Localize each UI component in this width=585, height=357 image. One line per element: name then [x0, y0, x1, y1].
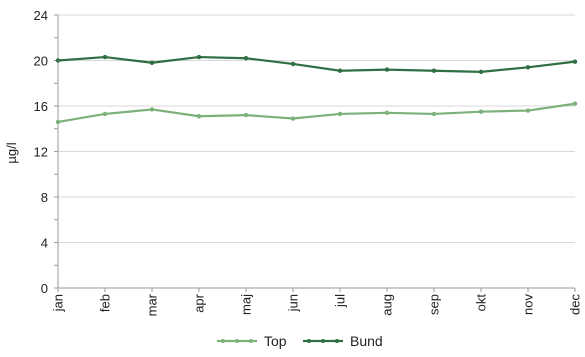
x-tick-label: sep: [427, 294, 442, 315]
legend: Top Bund: [217, 333, 383, 349]
x-tick-label: dec: [568, 294, 583, 315]
data-point: [478, 109, 484, 114]
x-tick-label: jun: [286, 294, 301, 312]
data-point: [55, 58, 61, 63]
y-tick-label: 0: [41, 281, 48, 296]
data-point: [243, 56, 249, 61]
axes: 0 4 8 12 16 20 24 jan feb mar apr maj jun jul aug sep ok…: [34, 8, 583, 316]
series-line-bund: [57, 55, 576, 73]
data-point: [196, 54, 202, 60]
data-point: [55, 119, 61, 125]
legend-marker: [307, 339, 311, 343]
data-point: [149, 60, 155, 65]
data-point: [337, 68, 343, 73]
y-tick-label: 20: [34, 54, 48, 69]
data-point: [384, 67, 390, 72]
x-tick-label: nov: [521, 294, 536, 315]
x-tick-label: aug: [380, 294, 395, 316]
x-tick-label: okt: [474, 294, 489, 312]
legend-marker: [249, 339, 253, 343]
x-tick-label: apr: [192, 293, 207, 312]
legend-label-bund: Bund: [350, 333, 383, 349]
series-lines: [55, 54, 578, 125]
data-point: [525, 65, 531, 70]
data-point: [431, 111, 437, 117]
y-tick-label: 8: [41, 190, 48, 205]
data-point: [572, 59, 578, 64]
y-tick-label: 4: [41, 236, 48, 251]
data-point: [337, 111, 343, 117]
legend-marker: [221, 339, 225, 343]
legend-marker: [335, 339, 339, 343]
legend-marker: [235, 339, 239, 343]
data-point: [102, 111, 108, 117]
x-tick-label: jan: [51, 294, 66, 312]
data-point: [290, 116, 296, 121]
x-tick-label: jul: [333, 294, 348, 308]
data-point: [290, 61, 296, 67]
data-point: [384, 110, 390, 116]
y-tick-label: 12: [34, 145, 48, 160]
data-point: [243, 112, 249, 118]
x-tick-label: maj: [239, 294, 254, 315]
data-point: [149, 107, 155, 112]
data-point: [431, 68, 437, 73]
axis-labels: µg/l: [4, 142, 19, 163]
y-tick-label: 24: [34, 8, 48, 23]
y-tick-label: 16: [34, 99, 48, 114]
data-point: [572, 101, 578, 106]
x-tick-label: mar: [145, 293, 160, 316]
series-line-top: [57, 102, 576, 124]
data-point: [196, 114, 202, 119]
legend-label-top: Top: [264, 333, 287, 349]
gridlines: [58, 14, 575, 243]
data-point: [478, 69, 484, 75]
legend-marker: [321, 339, 325, 343]
data-point: [102, 54, 108, 60]
y-axis-title: µg/l: [4, 142, 19, 163]
x-tick-label: feb: [98, 294, 113, 312]
data-point: [525, 108, 531, 113]
